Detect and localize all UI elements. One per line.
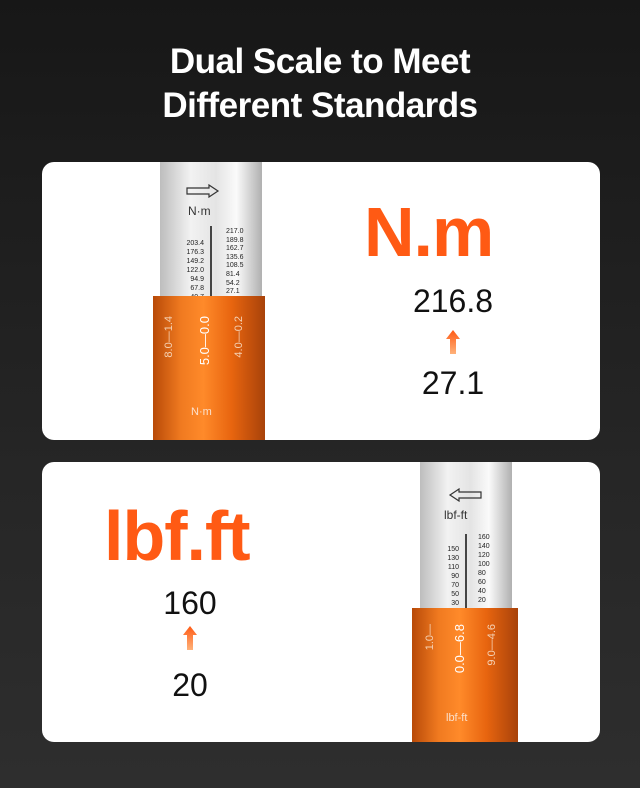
scale-label: 27.1 xyxy=(226,288,240,296)
sleeve-right-marking: 4.0—0.2 xyxy=(233,316,245,358)
nm-scale-card: N·m 203.4176.3149.2122.094.967.840.7217.… xyxy=(42,162,600,440)
sleeve-left-marking: 8.0—1.4 xyxy=(163,316,175,358)
scale-label: 108.5 xyxy=(226,262,244,270)
arrow-up-icon xyxy=(446,330,460,354)
scale-label: 120 xyxy=(478,552,490,559)
page-title: Dual Scale to Meet Different Standards xyxy=(162,42,478,125)
wrench-sleeve: 1.0— 0.0—6.8 9.0—4.6 lbf-ft xyxy=(412,608,518,742)
unit-heading: N.m xyxy=(364,193,494,271)
sleeve-unit-label: lbf-ft xyxy=(446,712,468,724)
scale-label: 60 xyxy=(478,579,486,586)
arrow-right-icon xyxy=(186,184,220,198)
scale-label: 217.0 xyxy=(226,228,244,235)
scale-label: 81.4 xyxy=(226,271,240,278)
unit-heading: lbf.ft xyxy=(104,497,251,575)
min-value: 20 xyxy=(172,667,208,703)
wrench-tube: lbf-ft 150 130 110 90 70 50 30 160 140 120 100 80 60… xyxy=(420,462,512,610)
scale-spine xyxy=(465,534,467,608)
scale-label: 54.2 xyxy=(226,279,240,287)
sleeve-left-marking: 1.0— xyxy=(424,624,436,651)
wrench-sleeve: 8.0—1.4 5.0—0.0 4.0—0.2 N·m xyxy=(153,296,265,440)
tube-unit-label: N·m xyxy=(188,204,211,218)
tube-unit-label: lbf-ft xyxy=(444,508,468,522)
lbf-scale-card: lbf-ft 150 130 110 90 70 50 30 160 140 120 100 80 60… xyxy=(42,462,600,742)
scale-label: 189.8 xyxy=(226,236,244,244)
scale-label: 160 xyxy=(478,534,490,541)
scale-label: 135.6 xyxy=(226,253,244,261)
arrow-up-icon xyxy=(183,626,197,650)
sleeve-center-marking: 5.0—0.0 xyxy=(197,316,212,366)
max-value: 160 xyxy=(163,585,217,621)
sleeve-unit-label: N·m xyxy=(191,406,212,418)
scale-label: 140 xyxy=(478,543,490,550)
scale-spine xyxy=(210,226,212,296)
scale-label: 80 xyxy=(478,570,486,577)
scale-label: 40 xyxy=(478,588,486,595)
scale-label: 100 xyxy=(478,561,490,568)
max-value: 216.8 xyxy=(412,283,494,319)
min-value: 27.1 xyxy=(421,365,485,401)
scale-label: 20 xyxy=(478,597,486,604)
arrow-left-icon xyxy=(448,488,482,502)
wrench-tube: N·m 203.4176.3149.2122.094.967.840.7217.… xyxy=(160,162,262,301)
scale-label: 162.7 xyxy=(226,245,244,253)
sleeve-center-marking: 0.0—6.8 xyxy=(452,624,467,674)
sleeve-right-marking: 9.0—4.6 xyxy=(486,624,498,666)
